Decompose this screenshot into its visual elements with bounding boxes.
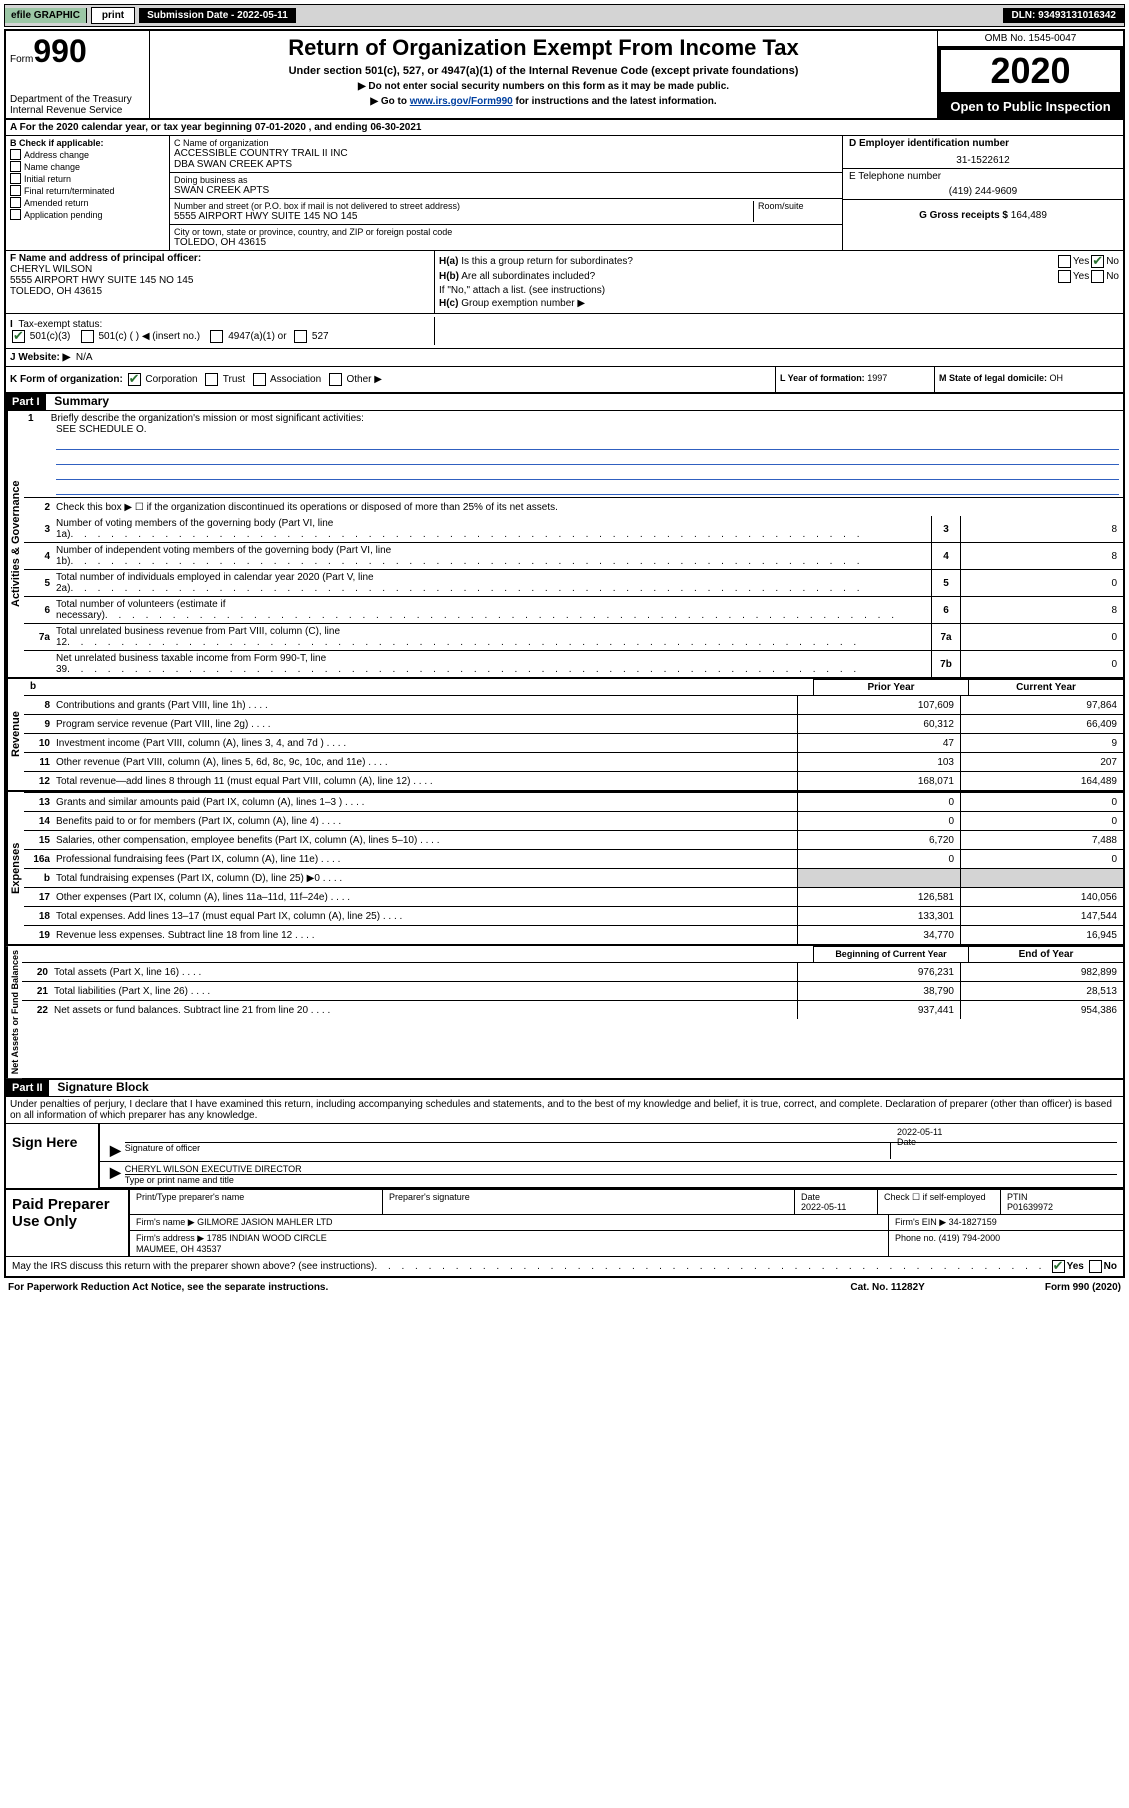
street-address: 5555 AIRPORT HWY SUITE 145 NO 145 [174,211,753,222]
city-state-zip: TOLEDO, OH 43615 [174,237,838,248]
two-col-line: 18Total expenses. Add lines 13–17 (must … [24,906,1123,925]
open-public-badge: Open to Public Inspection [938,95,1123,118]
dept-treasury: Department of the Treasury Internal Reve… [10,94,145,116]
two-col-line: 16aProfessional fundraising fees (Part I… [24,849,1123,868]
two-col-line: 17Other expenses (Part IX, column (A), l… [24,887,1123,906]
tax-exempt-status: I Tax-exempt status: 501(c)(3) 501(c) ( … [6,317,435,345]
part-ii-header: Part II [6,1080,49,1096]
instructions-link-line: ▶ Go to www.irs.gov/Form990 for instruct… [156,96,931,107]
paid-preparer-block: Paid Preparer Use Only Print/Type prepar… [6,1188,1123,1256]
current-year-header: Current Year [968,679,1123,695]
footer: For Paperwork Reduction Act Notice, see … [4,1278,1125,1297]
ein: 31-1522612 [849,155,1117,166]
side-governance: Activities & Governance [6,411,24,677]
two-col-line: 15Salaries, other compensation, employee… [24,830,1123,849]
omb-number: OMB No. 1545-0047 [938,31,1123,47]
two-col-line: 19Revenue less expenses. Subtract line 1… [24,925,1123,944]
hb-yes[interactable] [1058,270,1071,283]
form-header: Form990 Department of the Treasury Inter… [6,31,1123,120]
ssn-warning: ▶ Do not enter social security numbers o… [156,81,931,92]
501c3-checkbox[interactable] [12,330,25,343]
summary-line: Net unrelated business taxable income fr… [24,650,1123,677]
dln: DLN: 93493131016342 [1003,8,1124,23]
ha-yes[interactable] [1058,255,1071,268]
ptin: P01639972 [1007,1202,1053,1212]
prior-year-header: Prior Year [813,679,968,695]
summary-line: 5Total number of individuals employed in… [24,569,1123,596]
form-subtitle: Under section 501(c), 527, or 4947(a)(1)… [156,65,931,77]
two-col-line: 21Total liabilities (Part X, line 26) . … [22,981,1123,1000]
summary-line: 7aTotal unrelated business revenue from … [24,623,1123,650]
ha-no[interactable] [1091,255,1104,268]
officer-name: CHERYL WILSON EXECUTIVE DIRECTOR [125,1164,1117,1174]
print-button[interactable]: print [91,7,135,24]
two-col-line: 13Grants and similar amounts paid (Part … [24,792,1123,811]
firm-ein: 34-1827159 [949,1217,997,1227]
penalty-statement: Under penalties of perjury, I declare th… [6,1097,1123,1124]
firm-name: GILMORE JASION MAHLER LTD [197,1217,332,1227]
summary-line: 3Number of voting members of the governi… [24,516,1123,542]
telephone: (419) 244-9609 [849,186,1117,197]
form-number: Form990 [10,33,145,70]
part-i-title: Summary [48,392,115,410]
mission-value: SEE SCHEDULE O. [56,424,147,435]
side-revenue: Revenue [6,679,24,790]
discuss-row: May the IRS discuss this return with the… [6,1256,1123,1276]
side-net: Net Assets or Fund Balances [6,946,22,1078]
form-container: Form990 Department of the Treasury Inter… [4,29,1125,1278]
two-col-line: 9Program service revenue (Part VIII, lin… [24,714,1123,733]
two-col-line: 22Net assets or fund balances. Subtract … [22,1000,1123,1019]
website-row: J Website: ▶ N/A [6,349,1123,367]
state-domicile: M State of legal domicile: OH [935,367,1123,392]
discuss-yes[interactable] [1052,1260,1065,1273]
check-applicable: B Check if applicable: Address change Na… [6,136,170,250]
sign-date: 2022-05-11 [897,1127,1117,1137]
tax-year: 2020 [938,47,1123,95]
two-col-line: 20Total assets (Part X, line 16) . . . .… [22,962,1123,981]
dba: SWAN CREEK APTS [174,185,838,196]
preparer-date: 2022-05-11 [801,1202,846,1212]
top-bar: efile GRAPHIC print Submission Date - 20… [4,4,1125,27]
year-formation: L Year of formation: 1997 [776,367,935,392]
irs-link[interactable]: www.irs.gov/Form990 [410,96,513,107]
two-col-line: 10Investment income (Part VIII, column (… [24,733,1123,752]
part-i-header: Part I [6,394,46,410]
summary-line: 4Number of independent voting members of… [24,542,1123,569]
two-col-line: 12Total revenue—add lines 8 through 11 (… [24,771,1123,790]
form-of-org: K Form of organization: Corporation Trus… [6,367,776,392]
group-return-box: H(a) Is this a group return for subordin… [435,251,1123,313]
side-expenses: Expenses [6,792,24,944]
org-name: ACCESSIBLE COUNTRY TRAIL II INC DBA SWAN… [174,148,838,170]
two-col-line: 8Contributions and grants (Part VIII, li… [24,695,1123,714]
info-block: B Check if applicable: Address change Na… [6,136,1123,250]
discuss-no[interactable] [1089,1260,1102,1273]
summary-line: 6Total number of volunteers (estimate if… [24,596,1123,623]
arrow-icon: ▶ [106,1142,125,1159]
two-col-line: 11Other revenue (Part VIII, column (A), … [24,752,1123,771]
two-col-line: 14Benefits paid to or for members (Part … [24,811,1123,830]
principal-officer: F Name and address of principal officer:… [6,251,435,313]
form-title: Return of Organization Exempt From Incom… [156,35,931,61]
two-col-line: bTotal fundraising expenses (Part IX, co… [24,868,1123,887]
calendar-year-line: A For the 2020 calendar year, or tax yea… [6,120,1123,136]
sign-here-block: Sign Here ▶ Signature of officer 2022-05… [6,1124,1123,1188]
part-ii-title: Signature Block [51,1078,154,1096]
gross-receipts: 164,489 [1011,210,1047,221]
efile-label: efile GRAPHIC [5,8,87,23]
submission-date: Submission Date - 2022-05-11 [139,8,296,23]
hb-no[interactable] [1091,270,1104,283]
firm-phone: (419) 794-2000 [939,1233,1001,1243]
